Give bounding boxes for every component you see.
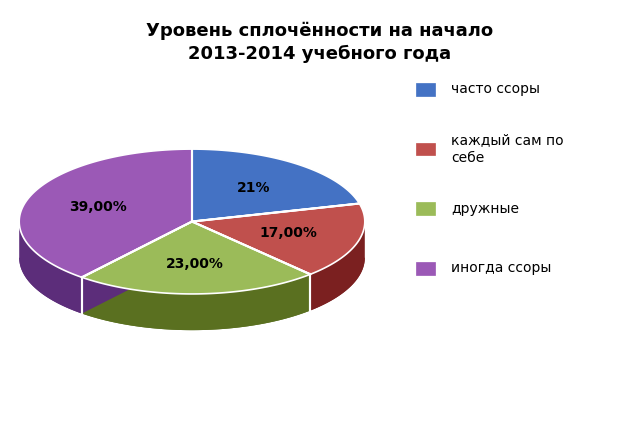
Polygon shape	[19, 222, 82, 314]
Polygon shape	[192, 204, 365, 274]
Polygon shape	[82, 258, 310, 330]
Text: Уровень сплочённости на начало
2013-2014 учебного года: Уровень сплочённости на начало 2013-2014…	[147, 21, 493, 63]
Polygon shape	[82, 222, 310, 294]
Text: каждый сам по
себе: каждый сам по себе	[451, 133, 564, 165]
Text: дружные: дружные	[451, 202, 519, 216]
Polygon shape	[19, 258, 192, 314]
Bar	[416, 202, 435, 215]
Text: иногда ссоры: иногда ссоры	[451, 262, 552, 275]
Text: 21%: 21%	[237, 181, 270, 196]
Polygon shape	[192, 149, 360, 222]
Text: 23,00%: 23,00%	[166, 256, 224, 271]
Bar	[416, 83, 435, 96]
Polygon shape	[192, 258, 365, 311]
Bar	[416, 143, 435, 155]
Text: часто ссоры: часто ссоры	[451, 83, 540, 96]
Polygon shape	[82, 274, 310, 330]
Bar	[416, 262, 435, 275]
Text: 39,00%: 39,00%	[69, 200, 127, 214]
Polygon shape	[19, 149, 192, 277]
Polygon shape	[310, 222, 365, 311]
Text: 17,00%: 17,00%	[259, 226, 317, 240]
